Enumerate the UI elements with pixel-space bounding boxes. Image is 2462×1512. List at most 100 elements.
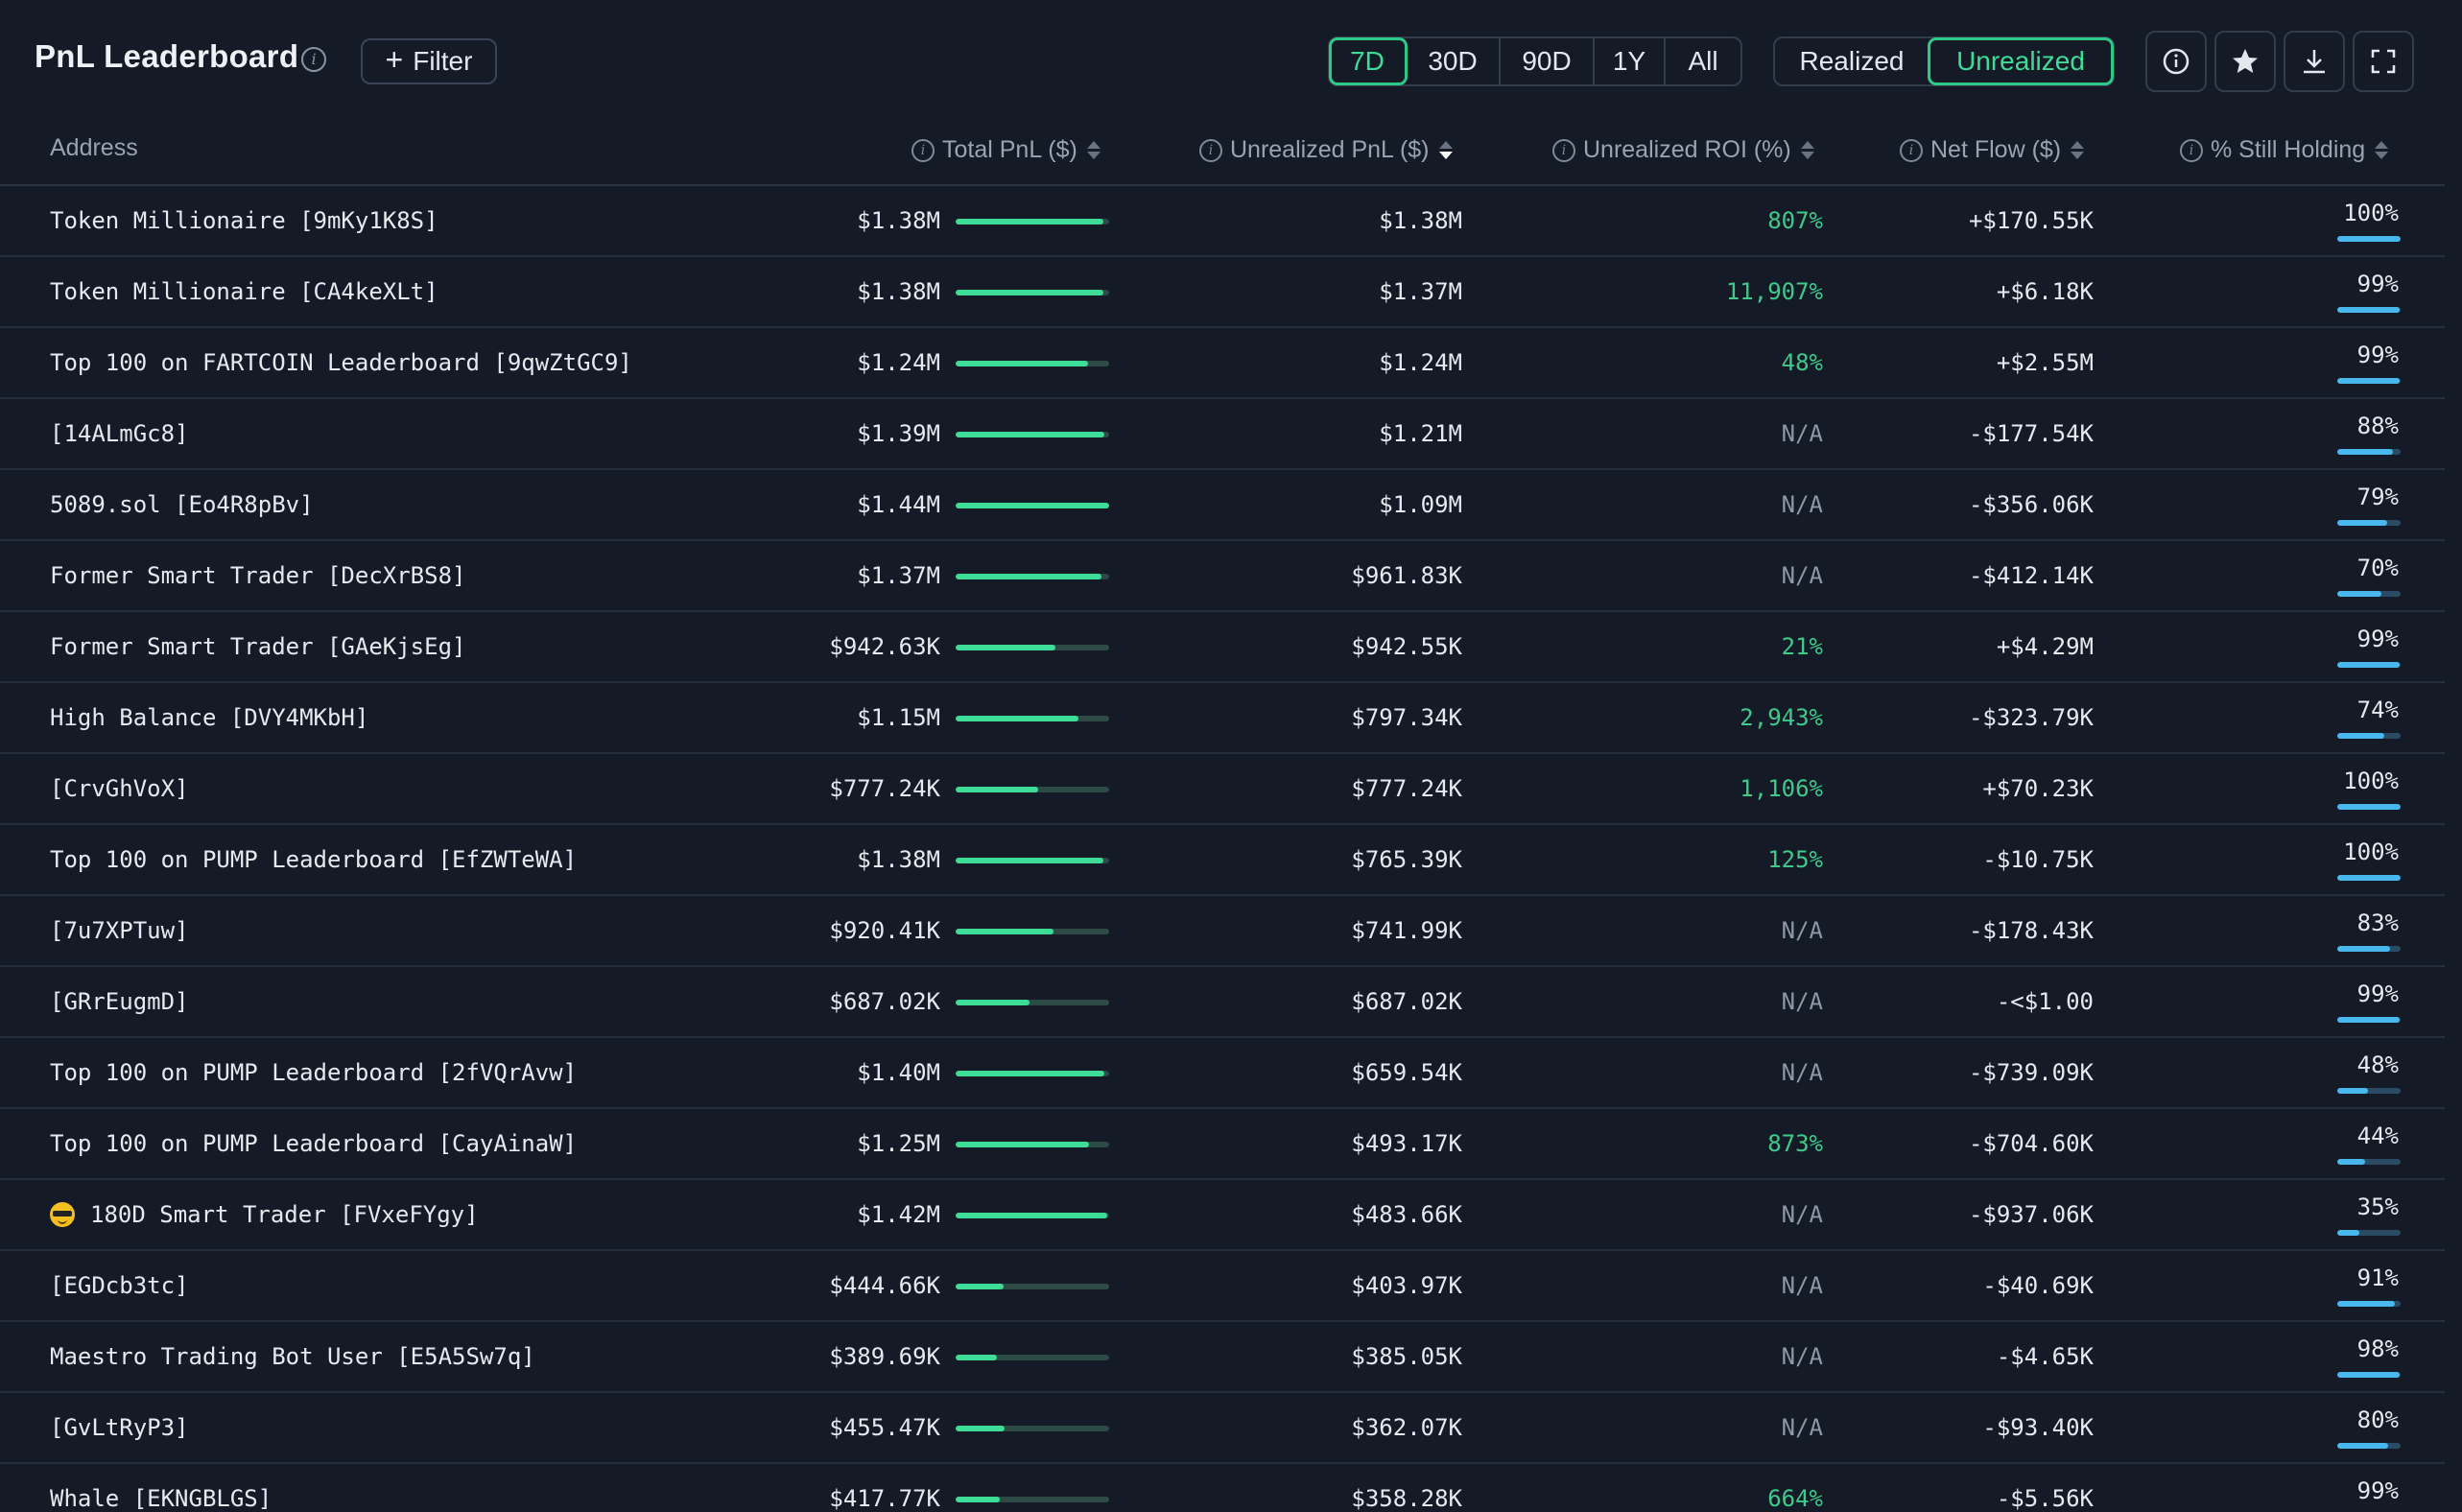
address-label[interactable]: 5089.sol [Eo4R8pBv]	[50, 491, 314, 518]
period-1y-button[interactable]: 1Y	[1595, 38, 1666, 84]
sort-icon	[1800, 141, 1814, 159]
info-button[interactable]	[2145, 31, 2207, 92]
column-header-unrealized-roi[interactable]: i Unrealized ROI (%)	[1552, 136, 1814, 164]
unrealized-roi-cell: N/A	[1781, 1201, 1823, 1228]
address-cell[interactable]: [GvLtRyP3]	[50, 1393, 189, 1462]
info-icon[interactable]: i	[1199, 138, 1222, 162]
address-label[interactable]: Top 100 on PUMP Leaderboard [2fVQrAvw]	[50, 1059, 578, 1086]
download-button[interactable]	[2284, 31, 2345, 92]
column-header-still-holding[interactable]: i % Still Holding	[2180, 136, 2389, 164]
filter-button[interactable]: + Filter	[361, 38, 497, 84]
address-cell[interactable]: [14ALmGc8]	[50, 399, 189, 468]
address-label[interactable]: Maestro Trading Bot User [E5A5Sw7q]	[50, 1343, 535, 1370]
unrealized-pnl-cell: $403.97K	[1351, 1272, 1462, 1299]
unrealized-roi-cell: 1,106%	[1740, 775, 1823, 802]
address-cell[interactable]: Former Smart Trader [DecXrBS8]	[50, 541, 465, 610]
title-info-icon[interactable]: i	[301, 47, 326, 72]
table-row[interactable]: [CrvGhVoX] $777.24K $777.24K 1,106% +$70.23K…	[0, 754, 2445, 825]
period-30d-button[interactable]: 30D	[1407, 38, 1501, 84]
unrealized-roi-cell: N/A	[1781, 1272, 1823, 1299]
table-row[interactable]: Token Millionaire [CA4keXLt] $1.38M $1.37M…	[0, 257, 2445, 328]
total-pnl-bar-fill	[956, 219, 1103, 224]
table-row[interactable]: [7u7XPTuw] $920.41K $741.99K N/A -$178.43K 83…	[0, 896, 2445, 967]
total-pnl-cell: $1.25M	[857, 1130, 940, 1157]
unrealized-roi-cell: N/A	[1781, 420, 1823, 447]
address-label[interactable]: [7u7XPTuw]	[50, 917, 189, 944]
total-pnl-bar	[956, 787, 1109, 792]
total-pnl-bar-fill	[956, 290, 1103, 295]
address-label[interactable]: Whale [EKNGBLGS]	[50, 1485, 272, 1512]
address-label[interactable]: [GRrEugmD]	[50, 988, 189, 1015]
period-all-button[interactable]: All	[1688, 46, 1718, 76]
fullscreen-button[interactable]	[2353, 31, 2414, 92]
address-cell[interactable]: Top 100 on PUMP Leaderboard [EfZWTeWA]	[50, 825, 577, 894]
address-cell[interactable]: 5089.sol [Eo4R8pBv]	[50, 470, 314, 539]
address-cell[interactable]: [CrvGhVoX]	[50, 754, 189, 823]
address-cell[interactable]: Maestro Trading Bot User [E5A5Sw7q]	[50, 1322, 535, 1391]
column-header-total-pnl[interactable]: i Total PnL ($)	[911, 136, 1101, 164]
address-label[interactable]: [CrvGhVoX]	[50, 775, 189, 802]
table-row[interactable]: Top 100 on FARTCOIN Leaderboard [9qwZtGC…	[0, 328, 2445, 399]
table-row[interactable]: Former Smart Trader [DecXrBS8] $1.37M $961…	[0, 541, 2445, 612]
info-icon[interactable]: i	[1900, 138, 1923, 162]
table-row[interactable]: Maestro Trading Bot User [E5A5Sw7q] $389.…	[0, 1322, 2445, 1393]
table-body: Token Millionaire [9mKy1K8S] $1.38M $1.38M…	[0, 186, 2445, 1512]
address-label[interactable]: Top 100 on PUMP Leaderboard [EfZWTeWA]	[50, 846, 578, 873]
mode-realized-button[interactable]: Realized	[1799, 46, 1905, 76]
sort-icon	[1086, 141, 1101, 159]
column-header-net-flow[interactable]: i Net Flow ($)	[1900, 136, 2085, 164]
period-90d-button[interactable]: 90D	[1501, 38, 1595, 84]
unrealized-roi-cell: 807%	[1767, 207, 1823, 234]
table-row[interactable]: Whale [EKNGBLGS] $417.77K $358.28K 664% -$5.…	[0, 1464, 2445, 1512]
address-cell[interactable]: Whale [EKNGBLGS]	[50, 1464, 272, 1512]
unrealized-roi-cell: 873%	[1767, 1130, 1823, 1157]
table-row[interactable]: [EGDcb3tc] $444.66K $403.97K N/A -$40.69K 91%	[0, 1251, 2445, 1322]
table-row[interactable]: [GvLtRyP3] $455.47K $362.07K N/A -$93.40K 80%	[0, 1393, 2445, 1464]
table-row[interactable]: 180D Smart Trader [FVxeFYgy] $1.42M $483.6…	[0, 1180, 2445, 1251]
address-label[interactable]: Former Smart Trader [DecXrBS8]	[50, 562, 466, 589]
address-label[interactable]: [GvLtRyP3]	[50, 1414, 189, 1441]
table-row[interactable]: High Balance [DVY4MKbH] $1.15M $797.34K 2,9…	[0, 683, 2445, 754]
favorite-button[interactable]	[2214, 31, 2276, 92]
address-label[interactable]: 180D Smart Trader [FVxeFYgy]	[90, 1201, 479, 1228]
total-pnl-cell: $1.40M	[857, 1059, 940, 1086]
still-holding-bar	[2337, 1017, 2401, 1023]
table-row[interactable]: Top 100 on PUMP Leaderboard [EfZWTeWA] $1…	[0, 825, 2445, 896]
info-icon[interactable]: i	[2180, 138, 2203, 162]
table-row[interactable]: [14ALmGc8] $1.39M $1.21M N/A -$177.54K 88%	[0, 399, 2445, 470]
info-icon[interactable]: i	[911, 138, 935, 162]
address-cell[interactable]: Top 100 on PUMP Leaderboard [2fVQrAvw]	[50, 1038, 577, 1107]
table-row[interactable]: 5089.sol [Eo4R8pBv] $1.44M $1.09M N/A -$356.…	[0, 470, 2445, 541]
column-header-unrealized-pnl[interactable]: i Unrealized PnL ($)	[1199, 136, 1453, 164]
table-row[interactable]: [GRrEugmD] $687.02K $687.02K N/A -<$1.00 99%	[0, 967, 2445, 1038]
address-cell[interactable]: [EGDcb3tc]	[50, 1251, 189, 1320]
still-holding-cell: 48%	[2356, 1051, 2399, 1078]
mode-unrealized-button[interactable]: Unrealized	[1928, 37, 2114, 85]
total-pnl-cell: $942.63K	[829, 633, 940, 660]
period-7d-button[interactable]: 7D	[1329, 37, 1408, 85]
address-label[interactable]: Token Millionaire [9mKy1K8S]	[50, 207, 438, 234]
address-label[interactable]: Token Millionaire [CA4keXLt]	[50, 278, 438, 305]
address-cell[interactable]: Token Millionaire [9mKy1K8S]	[50, 186, 438, 255]
address-label[interactable]: Former Smart Trader [GAeKjsEg]	[50, 633, 466, 660]
address-cell[interactable]: 180D Smart Trader [FVxeFYgy]	[50, 1180, 479, 1249]
address-cell[interactable]: [GRrEugmD]	[50, 967, 189, 1036]
still-holding-cell: 44%	[2356, 1122, 2399, 1149]
address-label[interactable]: Top 100 on PUMP Leaderboard [CayAinaW]	[50, 1130, 578, 1157]
table-row[interactable]: Top 100 on PUMP Leaderboard [2fVQrAvw] $1…	[0, 1038, 2445, 1109]
address-label[interactable]: [14ALmGc8]	[50, 420, 189, 447]
address-cell[interactable]: High Balance [DVY4MKbH]	[50, 683, 368, 752]
table-row[interactable]: Top 100 on PUMP Leaderboard [CayAinaW] $1…	[0, 1109, 2445, 1180]
address-label[interactable]: Top 100 on FARTCOIN Leaderboard [9qwZtGC…	[50, 349, 632, 376]
address-cell[interactable]: Top 100 on PUMP Leaderboard [CayAinaW]	[50, 1109, 577, 1178]
address-label[interactable]: [EGDcb3tc]	[50, 1272, 189, 1299]
info-icon[interactable]: i	[1552, 138, 1575, 162]
table-row[interactable]: Former Smart Trader [GAeKjsEg] $942.63K $9…	[0, 612, 2445, 683]
total-pnl-bar	[956, 1355, 1109, 1360]
address-label[interactable]: High Balance [DVY4MKbH]	[50, 704, 369, 731]
address-cell[interactable]: Token Millionaire [CA4keXLt]	[50, 257, 438, 326]
address-cell[interactable]: Top 100 on FARTCOIN Leaderboard [9qwZtGC…	[50, 328, 632, 397]
table-row[interactable]: Token Millionaire [9mKy1K8S] $1.38M $1.38M…	[0, 186, 2445, 257]
address-cell[interactable]: [7u7XPTuw]	[50, 896, 189, 965]
address-cell[interactable]: Former Smart Trader [GAeKjsEg]	[50, 612, 465, 681]
